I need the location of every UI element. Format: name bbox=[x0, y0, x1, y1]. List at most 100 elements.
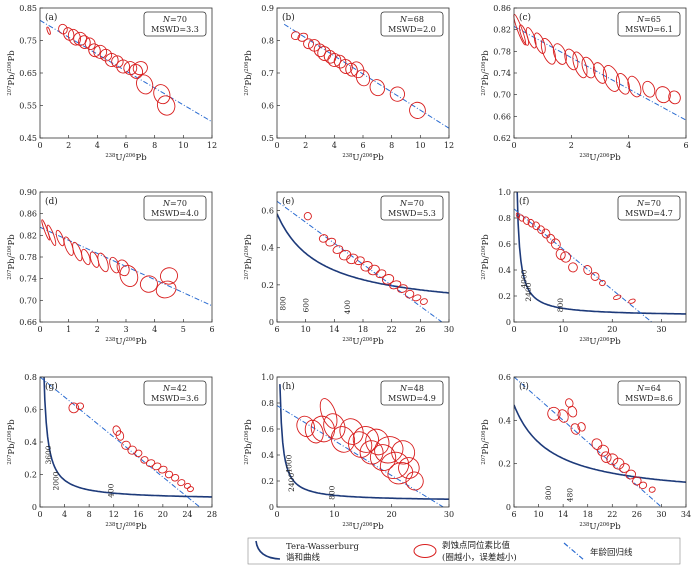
data-ellipse bbox=[382, 274, 395, 285]
x-tick-label: 30 bbox=[444, 510, 454, 519]
panel-g: 3600 2000 400 0 4 8 12 16 20 24 28 0 0.2 0.4 0.6 0.8 238… bbox=[7, 373, 217, 532]
x-tick-label: 0 bbox=[274, 510, 279, 519]
data-ellipse bbox=[668, 90, 681, 105]
data-ellipse bbox=[121, 440, 131, 450]
data-ellipse bbox=[140, 456, 149, 464]
legend: Tera-Wasserburg 谐和曲线 剥蚀点同位素比值 (圈越小，误差越小)… bbox=[247, 537, 681, 565]
panel-letter: (a) bbox=[45, 12, 57, 23]
data-ellipse bbox=[46, 224, 57, 246]
legend-ellipse-label-2: (圈越小，误差越小) bbox=[442, 552, 517, 563]
y-tick-label: 0.78 bbox=[493, 47, 511, 56]
y-tick-label: 0.66 bbox=[19, 318, 37, 327]
data-ellipse bbox=[346, 253, 359, 265]
x-tick-label: 6 bbox=[274, 325, 279, 334]
stats-mswd: MSWD=6.1 bbox=[625, 25, 673, 34]
y-tick-label: 0.74 bbox=[493, 69, 511, 78]
chart-panels: 0 2 4 6 8 10 120.450.550.650.750.85238U/206Pb2… bbox=[7, 4, 691, 532]
stats-n: N=64 bbox=[636, 384, 661, 393]
legend-ellipse-label-1: 剥蚀点同位素比值 bbox=[442, 540, 511, 551]
data-ellipse bbox=[156, 95, 176, 116]
x-tick-label: 6 bbox=[123, 141, 128, 150]
y-tick-label: 0.75 bbox=[19, 37, 37, 46]
y-tick-label: 0.6 bbox=[24, 406, 37, 415]
y-tick-label: 0 bbox=[269, 318, 274, 327]
data-ellipse bbox=[404, 289, 415, 299]
y-tick-label: 0.8 bbox=[261, 399, 274, 408]
data-ellipse bbox=[127, 445, 137, 455]
x-axis-title: 238U/206Pb bbox=[105, 153, 147, 163]
panel-letter: (i) bbox=[519, 381, 529, 392]
y-axis-title: 207Pb/206Pb bbox=[244, 234, 254, 280]
panel-letter: (d) bbox=[45, 196, 58, 207]
x-tick-label: 12 bbox=[207, 141, 217, 150]
stats-n: N=48 bbox=[399, 384, 424, 393]
age-label: 3600 bbox=[44, 445, 53, 464]
data-ellipse bbox=[129, 63, 144, 79]
stats-box bbox=[143, 11, 207, 37]
data-ellipse bbox=[78, 35, 91, 49]
data-ellipse bbox=[612, 294, 622, 301]
data-ellipse bbox=[303, 211, 312, 221]
data-ellipse bbox=[41, 219, 51, 241]
data-ellipse bbox=[389, 280, 402, 290]
stats-mswd: MSWD=8.6 bbox=[625, 394, 673, 403]
data-ellipse bbox=[615, 73, 630, 95]
data-ellipse bbox=[602, 65, 621, 92]
age-label: 480 bbox=[565, 488, 574, 503]
data-ellipse bbox=[63, 27, 75, 41]
stats-mswd: MSWD=5.3 bbox=[388, 209, 436, 218]
data-ellipse bbox=[597, 444, 610, 457]
data-ellipse bbox=[619, 463, 630, 473]
y-tick-label: 0.8 bbox=[24, 373, 37, 382]
stats-n: N=65 bbox=[636, 15, 661, 24]
panel-letter: (b) bbox=[282, 12, 295, 23]
x-tick-label: 22 bbox=[607, 510, 617, 519]
stats-box bbox=[617, 11, 681, 37]
y-tick-label: 0.55 bbox=[19, 102, 37, 111]
stats-box bbox=[143, 195, 207, 221]
x-tick-label: 6 bbox=[683, 141, 688, 150]
stats-n: N=70 bbox=[162, 199, 187, 208]
stats-box bbox=[380, 11, 444, 37]
data-ellipse bbox=[560, 251, 571, 263]
age-label: 2000 bbox=[51, 471, 60, 490]
x-tick-label: 20 bbox=[607, 325, 617, 334]
x-tick-label: 30 bbox=[444, 325, 454, 334]
data-ellipse bbox=[625, 469, 637, 480]
y-tick-label: 0.85 bbox=[19, 4, 37, 13]
data-ellipse bbox=[134, 449, 143, 458]
data-ellipse bbox=[84, 37, 96, 50]
legend-curve-label-2: 谐和曲线 bbox=[286, 552, 321, 563]
y-tick-label: 0.8 bbox=[261, 37, 274, 46]
y-tick-label: 0.5 bbox=[261, 134, 274, 143]
y-tick-label: 0.2 bbox=[24, 471, 37, 480]
y-tick-label: 0.66 bbox=[493, 112, 511, 121]
x-tick-label: 12 bbox=[109, 510, 119, 519]
stats-n: N=42 bbox=[162, 384, 187, 393]
data-ellipse bbox=[572, 51, 588, 79]
stats-box bbox=[380, 380, 444, 406]
regression-line bbox=[514, 208, 652, 322]
x-tick-label: 34 bbox=[681, 510, 691, 519]
y-tick-label: 0.78 bbox=[19, 253, 37, 262]
data-ellipse bbox=[132, 61, 148, 76]
data-ellipse bbox=[359, 440, 384, 465]
data-ellipse bbox=[339, 418, 364, 445]
data-ellipse bbox=[304, 419, 324, 444]
data-ellipse bbox=[599, 279, 606, 287]
y-tick-label: 0 bbox=[506, 503, 511, 512]
data-ellipse bbox=[405, 471, 424, 491]
regression-line bbox=[277, 200, 443, 322]
data-ellipse bbox=[365, 428, 390, 456]
data-ellipse bbox=[593, 62, 607, 84]
x-tick-label: 6 bbox=[511, 510, 516, 519]
y-tick-label: 0.70 bbox=[19, 296, 37, 305]
data-ellipse bbox=[323, 413, 346, 440]
age-label: 2400 bbox=[287, 473, 296, 492]
data-ellipse bbox=[145, 459, 156, 467]
age-label: 800 bbox=[556, 298, 565, 313]
data-ellipse bbox=[303, 38, 314, 50]
x-tick-label: 22 bbox=[387, 325, 397, 334]
data-ellipse bbox=[139, 275, 158, 293]
